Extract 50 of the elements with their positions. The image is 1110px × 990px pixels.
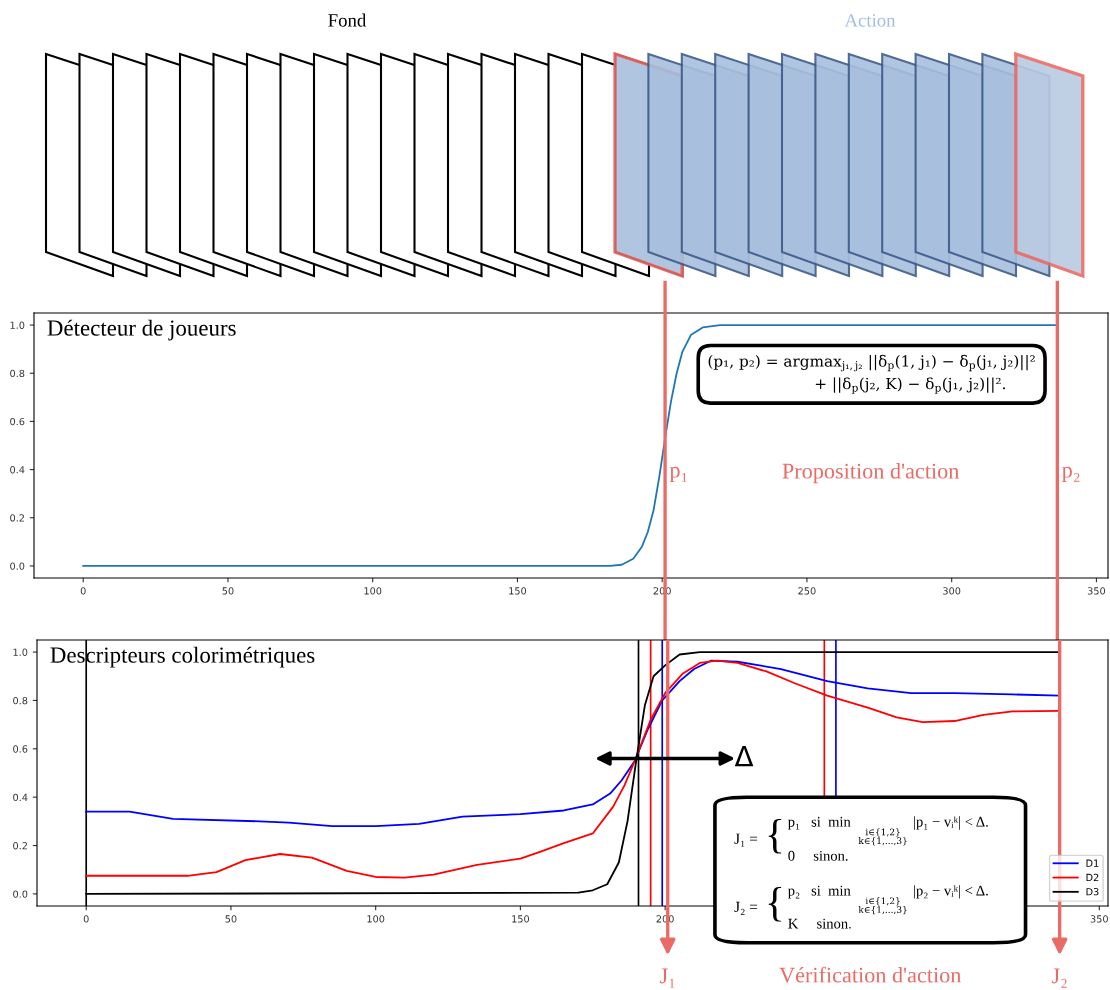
y-tick-label: 1.0	[13, 648, 28, 656]
y-tick-label: 0.8	[10, 369, 25, 378]
annotation: p₁ si min	[788, 816, 851, 830]
ref-line-label: J₁	[660, 968, 675, 988]
annotation: Δ	[734, 745, 754, 767]
text: Action	[844, 14, 896, 27]
text: K sinon.	[788, 918, 851, 929]
legend-label: D2	[1086, 873, 1099, 881]
x-tick-label: 350	[1090, 915, 1108, 923]
annotation: |p₁ − vᵢᵏ| < Δ.	[914, 816, 988, 830]
ref-line-label: p₁	[669, 466, 687, 483]
y-tick-label: 0.0	[10, 562, 25, 570]
y-tick-label: 0.2	[10, 514, 24, 522]
x-tick-label: 50	[222, 587, 234, 595]
y-tick-label: 0.4	[13, 793, 28, 802]
annotation: J₁ =	[734, 833, 758, 847]
y-tick-label: 0.4	[10, 466, 25, 474]
annotation: i∈{1,2} k∈{1,...,3}	[858, 897, 907, 915]
annotation: |p₂ − vᵢᵏ| < Δ.	[914, 885, 988, 899]
annotation: Proposition d'action	[782, 462, 960, 484]
annotation: p₂ si min	[788, 885, 851, 899]
annotation: {	[768, 819, 782, 854]
x-tick-label: 50	[225, 915, 237, 923]
x-tick-label: 100	[367, 915, 385, 923]
y-tick-label: 0.6	[13, 745, 28, 753]
text: (p₁, p₂) = argmax$_{j₁,j₂}$ ||δ$_{p}$(1, j₁) − δ$_{p}$(j₁, j₂)||² + ||δ$_{p}$(j₂, K) − δ$_{p}$(j₁, j₂)||².	[708, 354, 1035, 394]
ref-line-label: p₂	[1062, 466, 1080, 483]
ref-line-label: J₂	[1051, 968, 1067, 988]
x-tick-label: 300	[943, 587, 961, 595]
annotation: {	[768, 887, 782, 922]
x-tick-label: 100	[364, 587, 382, 595]
y-tick-label: 0.8	[13, 696, 28, 705]
legend-label: D1	[1086, 859, 1099, 867]
x-tick-label: 350	[1087, 587, 1106, 595]
annotation: 0 sinon.	[788, 850, 848, 861]
x-tick-label: 0	[83, 915, 89, 923]
text: Vérification d'action	[779, 966, 962, 983]
chart-title: Détecteur de joueurs	[47, 319, 236, 341]
x-tick-label: 150	[512, 915, 530, 923]
y-tick-label: 0.0	[13, 890, 28, 898]
x-tick-label: 0	[80, 587, 86, 595]
x-tick-label: 150	[509, 587, 527, 595]
annotation: J₂ =	[734, 901, 758, 915]
x-tick-label: 250	[798, 587, 816, 595]
y-tick-label: 0.6	[10, 417, 25, 426]
y-tick-label: 1.0	[10, 321, 25, 329]
annotation: i∈{1,2} k∈{1,...,3}	[858, 828, 907, 846]
text: Fond	[328, 13, 367, 27]
legend-label: D3	[1086, 888, 1099, 896]
y-tick-label: 0.2	[13, 842, 27, 850]
